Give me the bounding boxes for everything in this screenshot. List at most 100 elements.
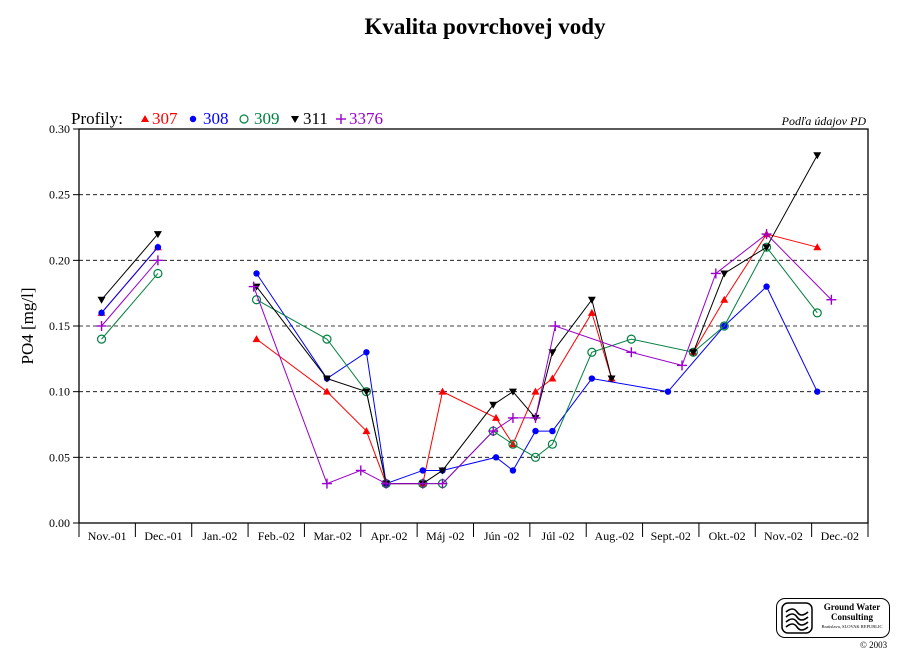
- data-point: [362, 427, 371, 435]
- data-point: [98, 309, 105, 317]
- y-tick-label: 0.30: [49, 122, 70, 136]
- series-line: [101, 233, 159, 301]
- legend-label: 307: [152, 109, 178, 128]
- series-308: [98, 244, 821, 487]
- data-point: [763, 283, 770, 290]
- data-point: [322, 375, 331, 383]
- legend-marker: [189, 115, 197, 123]
- data-point: [532, 427, 539, 435]
- data-point: [154, 244, 162, 251]
- y-axis-label: PO4 [mg/l]: [18, 288, 37, 365]
- series-3376: [96, 229, 837, 489]
- x-tick-label: Nov.-01: [88, 529, 127, 543]
- legend-marker: [141, 115, 149, 122]
- data-point: [826, 294, 837, 305]
- legend-label: 308: [203, 109, 229, 128]
- data-point: [97, 296, 106, 304]
- data-point: [587, 308, 596, 316]
- series-line: [253, 233, 832, 485]
- series-line: [256, 286, 613, 485]
- legend-item-307: 307: [141, 109, 178, 128]
- logo-emblem-icon: [781, 602, 813, 634]
- x-tick-label: Sept.-02: [651, 529, 691, 543]
- data-point: [626, 347, 637, 358]
- data-point: [321, 478, 332, 489]
- data-point: [253, 270, 260, 277]
- series-line: [256, 273, 818, 485]
- x-tick-label: Feb.-02: [258, 529, 295, 543]
- y-tick-label: 0.25: [49, 188, 70, 202]
- gridlines: [79, 194, 868, 458]
- data-point: [587, 296, 596, 304]
- legend-label: 309: [254, 109, 280, 128]
- data-point: [719, 321, 729, 331]
- x-tick-label: Okt.-02: [709, 529, 746, 543]
- data-point: [548, 374, 557, 382]
- logo-line2: Consulting: [830, 612, 874, 622]
- x-tick-label: Júl -02: [542, 529, 575, 543]
- data-point: [607, 375, 616, 383]
- data-point: [251, 295, 262, 305]
- x-tick-label: Mar.-02: [313, 529, 351, 543]
- x-tick-label: Dec.-02: [821, 529, 859, 543]
- data-point: [437, 478, 448, 489]
- data-point: [362, 388, 371, 396]
- data-point: [438, 387, 447, 395]
- series-line: [101, 260, 159, 327]
- data-point: [153, 231, 162, 239]
- series-309: [96, 242, 822, 489]
- data-point: [492, 413, 501, 421]
- data-point: [252, 335, 261, 343]
- data-point: [547, 439, 558, 449]
- logo-subline: Bratislava, SLOVAK REPUBLIC: [821, 624, 883, 629]
- y-tick-label: 0.20: [49, 253, 70, 267]
- x-tick-label: Nov.-02: [764, 529, 803, 543]
- data-point: [689, 349, 698, 357]
- series-line: [101, 273, 159, 340]
- data-point: [438, 467, 447, 475]
- x-tick-label: Jan.-02: [202, 529, 237, 543]
- legend-marker: [239, 114, 249, 124]
- data-point: [720, 270, 729, 278]
- data-point: [507, 412, 518, 423]
- data-point: [508, 388, 517, 396]
- legend-marker: [291, 116, 299, 123]
- series-line: [256, 246, 818, 485]
- series-line: [692, 233, 818, 353]
- data-point: [761, 229, 772, 240]
- series-311: [97, 152, 822, 488]
- legend-label: 3376: [349, 109, 383, 128]
- data-point: [489, 401, 498, 409]
- y-tick-label: 0.05: [49, 450, 70, 464]
- x-tick-label: Aug.-02: [595, 529, 635, 543]
- data-point: [153, 268, 163, 279]
- data-point: [587, 347, 597, 357]
- data-point: [248, 281, 259, 292]
- data-point: [812, 308, 822, 318]
- y-tick-label: 0.15: [49, 319, 70, 333]
- data-point: [419, 467, 426, 474]
- legend-item-311: 311: [291, 109, 328, 128]
- x-tick-label: Apr.-02: [370, 529, 407, 543]
- data-point: [762, 244, 771, 252]
- data-point: [548, 349, 557, 357]
- data-point: [322, 334, 332, 344]
- data-point: [550, 321, 561, 331]
- data-point: [531, 387, 540, 395]
- data-point: [152, 255, 163, 266]
- legend-item-309: 309: [239, 109, 280, 128]
- legend: Profily: 307 308 309 311 3376: [71, 109, 383, 128]
- logo-line1: Ground Water: [823, 602, 881, 612]
- data-point: [588, 375, 596, 382]
- data-point: [530, 412, 541, 423]
- y-tick-label: 0.10: [49, 385, 70, 399]
- data-point: [664, 388, 672, 395]
- data-point: [626, 334, 636, 344]
- data-point: [813, 152, 822, 160]
- data-point: [508, 439, 518, 449]
- data-point: [355, 465, 366, 476]
- data-point: [677, 360, 688, 371]
- series-line: [256, 311, 613, 485]
- y-tick-label: 0.00: [49, 516, 70, 530]
